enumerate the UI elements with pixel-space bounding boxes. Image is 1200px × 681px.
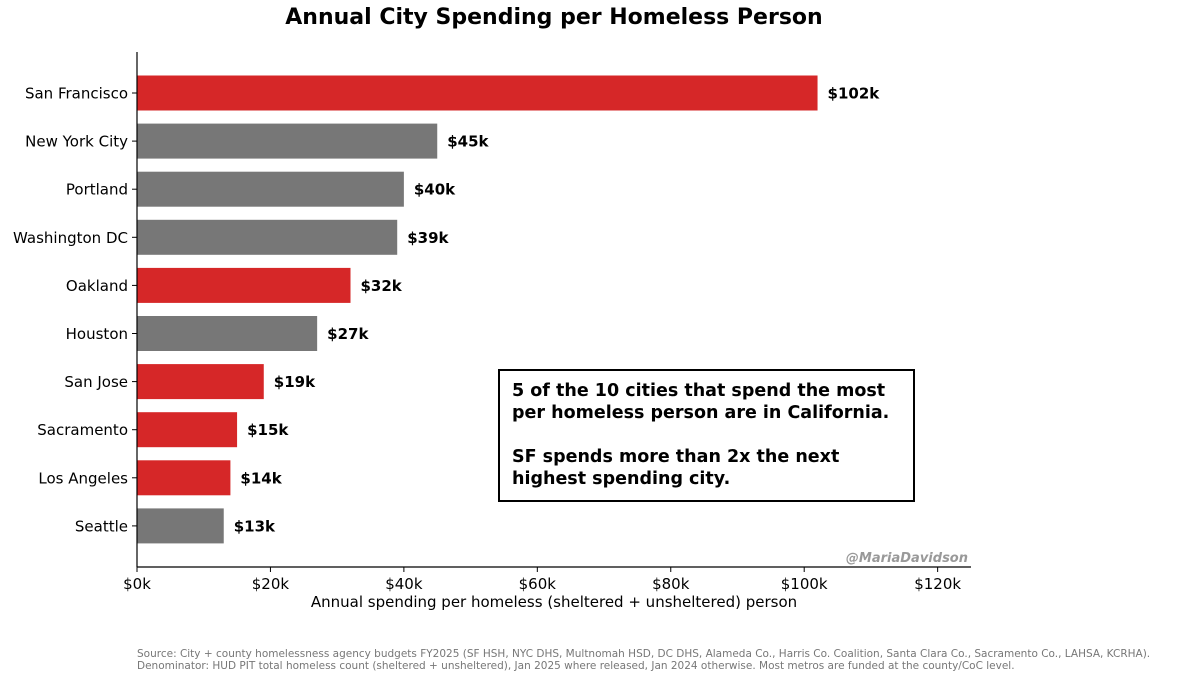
- bar-value-label: $14k: [240, 469, 282, 487]
- bar: [137, 364, 264, 400]
- category-label: Washington DC: [13, 229, 128, 247]
- annotation-box: 5 of the 10 cities that spend the most p…: [498, 369, 915, 502]
- x-tick-label: $0k: [123, 575, 151, 593]
- bar: [137, 412, 238, 448]
- bar: [137, 75, 818, 111]
- bar-value-label: $40k: [414, 181, 456, 199]
- category-label: New York City: [25, 133, 128, 151]
- category-label: Houston: [66, 325, 128, 343]
- bar: [137, 219, 398, 255]
- bar-value-label: $27k: [327, 325, 369, 343]
- bar: [137, 316, 318, 351]
- category-label: Portland: [66, 181, 128, 199]
- x-tick-label: $20k: [252, 575, 290, 593]
- bar-value-label: $32k: [361, 277, 403, 295]
- category-label: San Jose: [64, 373, 128, 391]
- bar-value-label: $15k: [247, 421, 289, 439]
- x-tick-label: $60k: [519, 575, 557, 593]
- x-tick-label: $40k: [385, 575, 423, 593]
- bar: [137, 460, 231, 496]
- annotation-line-2: SF spends more than 2x the next highest …: [512, 447, 840, 489]
- x-tick-label: $120k: [914, 575, 961, 593]
- chart-title: Annual City Spending per Homeless Person: [285, 5, 823, 30]
- bar-value-label: $19k: [274, 373, 316, 391]
- category-label: Seattle: [75, 517, 128, 535]
- x-axis-label: Annual spending per homeless (sheltered …: [310, 593, 798, 611]
- x-tick-label: $100k: [781, 575, 828, 593]
- category-label: San Francisco: [25, 85, 128, 103]
- x-tick-label: $80k: [652, 575, 690, 593]
- category-label: Sacramento: [37, 421, 128, 439]
- axes-layer: San Francisco New York City Portland Washin…: [13, 52, 971, 593]
- bar-value-label: $45k: [447, 133, 489, 151]
- bar-value-label: $39k: [407, 229, 449, 247]
- bar-value-label: $102k: [828, 85, 881, 103]
- source-note: Source: City + county homelessness agenc…: [137, 648, 1150, 672]
- bar: [137, 171, 404, 207]
- bar-value-label: $13k: [234, 517, 276, 535]
- watermark: @MariaDavidson: [845, 551, 968, 566]
- category-label: Los Angeles: [38, 469, 128, 487]
- bar: [137, 508, 224, 544]
- bars-layer: $102k $45k $40k $39k $32k $27k $19k $15k $14k $13…: [137, 75, 881, 544]
- source-line-1: Source: City + county homelessness agenc…: [137, 648, 1151, 660]
- annotation-line-1: 5 of the 10 cities that spend the most p…: [512, 381, 890, 423]
- bar: [137, 267, 351, 303]
- category-label: Oakland: [66, 277, 128, 295]
- bar: [137, 123, 438, 159]
- source-line-2: Denominator: HUD PIT total homeless coun…: [137, 660, 1015, 672]
